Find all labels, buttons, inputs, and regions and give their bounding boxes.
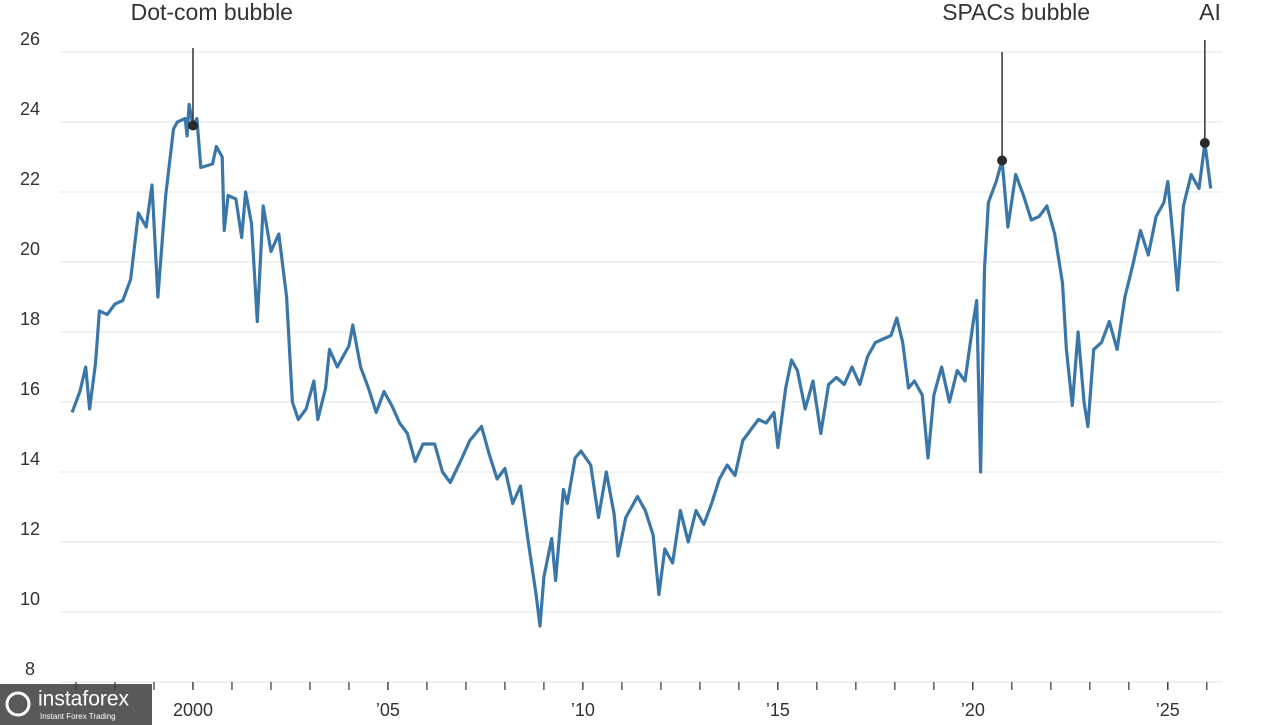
y-tick-label: 10: [20, 589, 40, 609]
annotation-dot: [187, 120, 198, 131]
y-tick-label: 12: [20, 519, 40, 539]
y-tick-label: 24: [20, 99, 40, 119]
y-tick-label: 14: [20, 449, 40, 469]
y-tick-label: 20: [20, 239, 40, 259]
x-tick-label: 2000: [173, 700, 213, 720]
x-tick-label: ’25: [1156, 700, 1180, 720]
series-line: [70, 102, 1213, 628]
annotation-dot: [997, 155, 1008, 166]
y-tick-label: 22: [20, 169, 40, 189]
watermark-tagline: Instant Forex Trading: [40, 712, 116, 721]
y-tick-label: 8: [25, 659, 35, 679]
annotation-label: AI: [1199, 0, 1221, 25]
watermark-box: [0, 684, 152, 725]
plot: Dot-com bubble SPACs bubble AI: [70, 0, 1221, 628]
annotation-label: SPACs bubble: [942, 0, 1090, 25]
x-tick-label: ’15: [766, 700, 790, 720]
y-tick-label: 26: [20, 29, 40, 49]
annotation-label: Dot-com bubble: [131, 0, 293, 25]
x-tick-label: ’20: [961, 700, 985, 720]
watermark: instaforex Instant Forex Trading: [0, 684, 152, 725]
grid: 8 10 12 14 16 18 20 22 24 26 2000 ’05 ’10 ’15 ’20 ’25: [20, 29, 1222, 720]
x-tick-label: ’05: [376, 700, 400, 720]
y-tick-label: 18: [20, 309, 40, 329]
x-tick-label: ’10: [571, 700, 595, 720]
watermark-logo: [5, 691, 31, 717]
annotation-dot: [1199, 138, 1210, 148]
watermark-name: instaforex: [38, 688, 130, 711]
y-tick-label: 16: [20, 379, 40, 399]
